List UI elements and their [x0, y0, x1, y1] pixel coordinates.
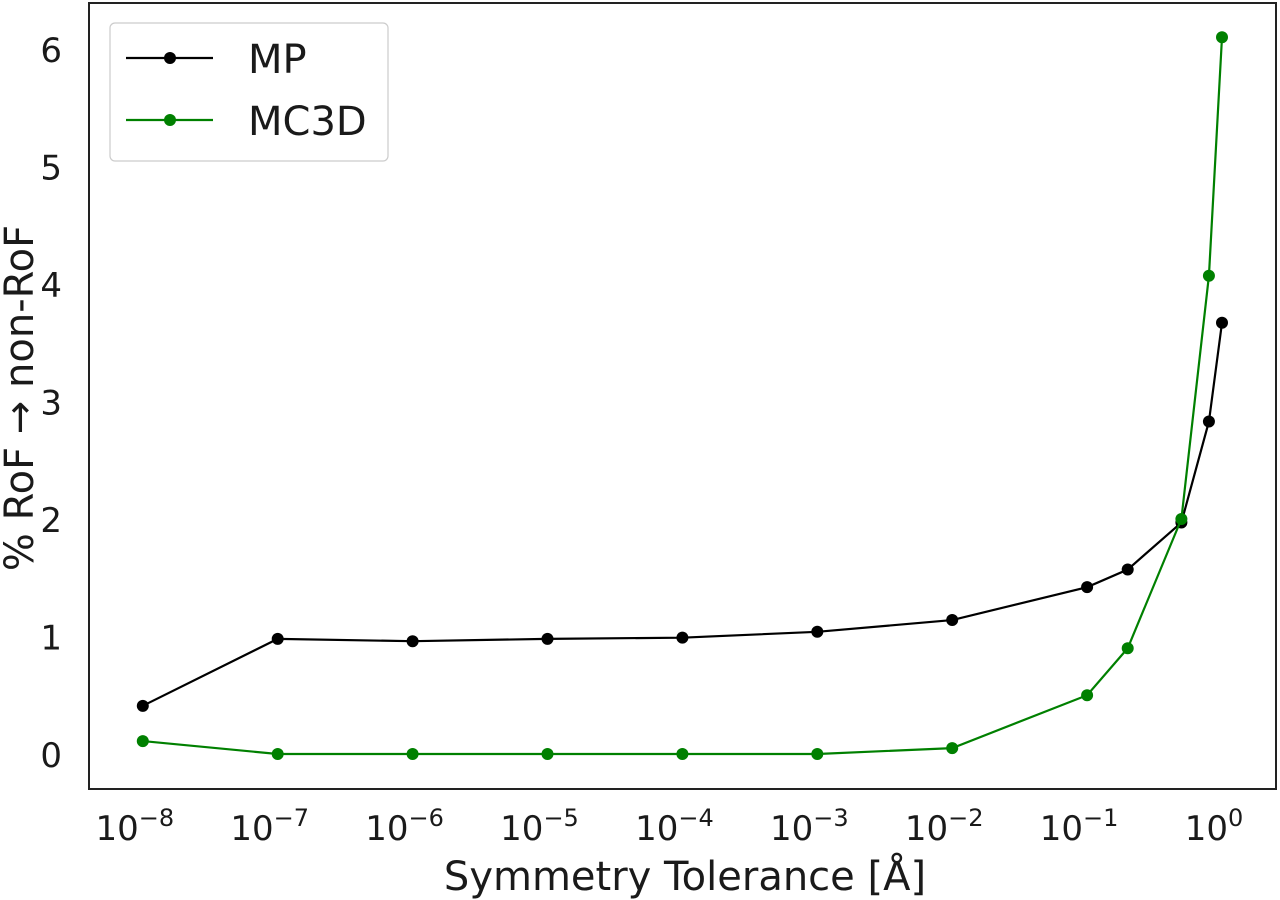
- y-tick-label: 4: [40, 266, 62, 306]
- legend: MP MC3D: [109, 22, 389, 162]
- x-axis-label: Symmetry Tolerance [Å]: [444, 852, 926, 900]
- x-tick-exponent: 0: [1228, 804, 1243, 832]
- x-tick-label: 10−8: [95, 804, 174, 849]
- x-tick-label: 10−4: [635, 804, 714, 849]
- x-tick-label: 10−7: [230, 804, 309, 849]
- x-tick-base: 10: [365, 809, 408, 849]
- x-tick-base: 10: [500, 809, 543, 849]
- data-point: [811, 625, 824, 638]
- x-tick-exponent: −5: [543, 804, 578, 832]
- x-tick-label: 10−2: [905, 804, 984, 849]
- x-tick-base: 10: [905, 809, 948, 849]
- y-tick-label: 1: [40, 619, 62, 659]
- data-point: [406, 635, 419, 648]
- x-tick-base: 10: [635, 809, 678, 849]
- legend-item: MP: [126, 37, 307, 83]
- x-tick-base: 10: [1040, 809, 1083, 849]
- x-tick-base: 10: [95, 809, 138, 849]
- data-point: [946, 742, 959, 755]
- y-axis-ticks: 0 1 2 3 4 5 6: [40, 31, 62, 776]
- data-point: [1202, 415, 1215, 428]
- x-tick-label: 10−3: [770, 804, 849, 849]
- data-point: [271, 632, 284, 645]
- legend-item: MC3D: [126, 99, 367, 145]
- data-point: [811, 748, 824, 760]
- x-tick-exponent: −8: [139, 804, 174, 832]
- series-line: [142, 322, 1224, 707]
- y-axis-label: % RoF → non-RoF: [0, 225, 43, 571]
- y-tick-label: 5: [40, 149, 62, 189]
- data-point: [946, 614, 959, 627]
- data-point: [1216, 31, 1228, 44]
- series-mc3d: [136, 31, 1228, 760]
- x-tick-base: 10: [770, 809, 813, 849]
- y-tick-label: 6: [40, 31, 62, 71]
- data-point: [406, 748, 419, 760]
- y-tick-label: 3: [40, 384, 62, 424]
- x-axis-ticks: 10−8 10−7 10−6 10−5 10−4 10−3 10−2 10−1 100: [95, 804, 1243, 849]
- x-tick-label: 100: [1185, 804, 1244, 849]
- data-point: [1121, 563, 1134, 576]
- x-tick-exponent: −3: [813, 804, 848, 832]
- x-tick-exponent: −2: [948, 804, 983, 832]
- legend-marker: [164, 114, 176, 126]
- y-tick-label: 0: [40, 736, 62, 776]
- legend-marker: [164, 52, 176, 64]
- data-point: [541, 632, 554, 645]
- x-tick-base: 10: [1185, 809, 1228, 849]
- x-tick-base: 10: [230, 809, 273, 849]
- data-point: [676, 748, 689, 760]
- data-point: [541, 748, 554, 760]
- x-tick-exponent: −6: [409, 804, 444, 832]
- x-tick-label: 10−1: [1040, 804, 1119, 849]
- legend-label: MC3D: [248, 99, 367, 145]
- x-tick-exponent: −4: [678, 804, 713, 832]
- data-point: [271, 748, 284, 760]
- data-point: [136, 735, 149, 748]
- series-line: [142, 37, 1224, 756]
- x-tick-label: 10−5: [500, 804, 579, 849]
- data-point: [1175, 513, 1188, 525]
- x-tick-exponent: −1: [1083, 804, 1118, 832]
- data-point: [1081, 581, 1094, 594]
- data-point: [676, 631, 689, 644]
- x-tick-label: 10−6: [365, 804, 444, 849]
- data-point: [1121, 642, 1134, 655]
- data-point: [1202, 269, 1215, 282]
- legend-label: MP: [248, 37, 307, 83]
- data-point: [1081, 689, 1094, 702]
- data-point: [136, 699, 149, 712]
- series-layer: [136, 31, 1228, 760]
- data-point: [1216, 316, 1228, 329]
- series-mp: [136, 316, 1228, 712]
- y-tick-label: 2: [40, 501, 62, 541]
- x-tick-exponent: −7: [274, 804, 309, 832]
